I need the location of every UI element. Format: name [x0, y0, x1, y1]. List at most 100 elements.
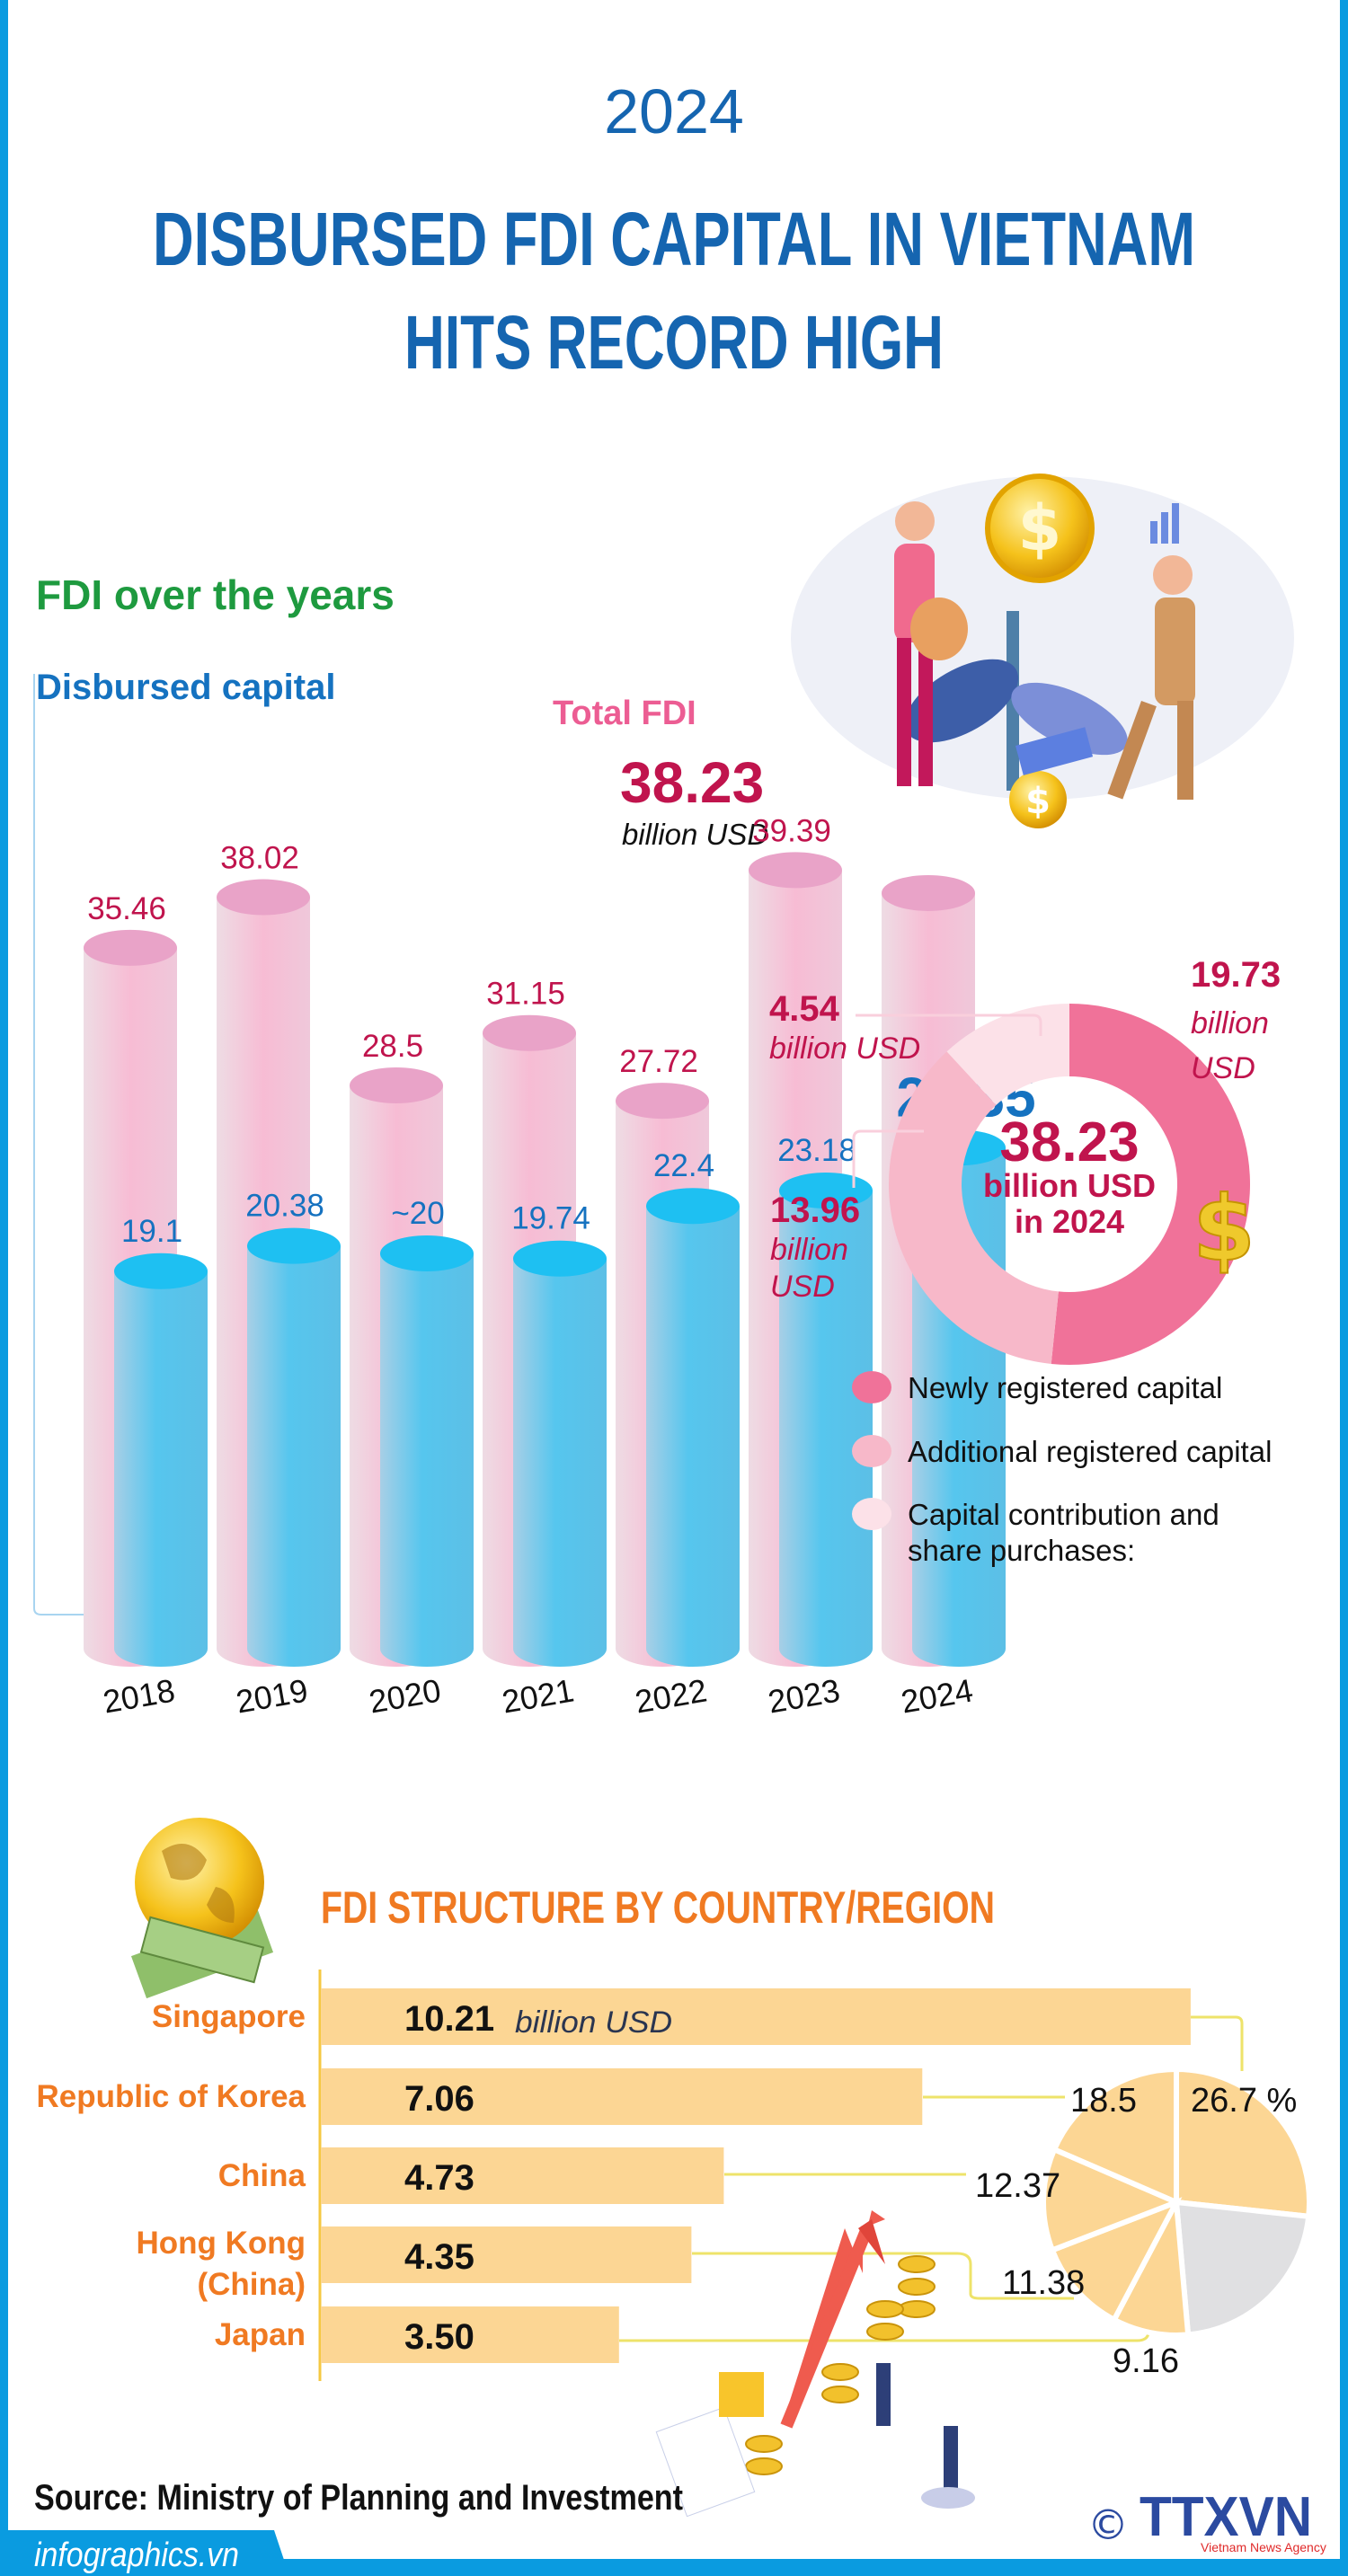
country-bar-4	[321, 2306, 619, 2363]
disbursed-cylinder-top-2023	[779, 1173, 873, 1209]
connector-hongkong	[692, 2252, 1074, 2300]
year-label-2018: 2018	[101, 1671, 178, 1720]
connector-contribution	[856, 1014, 1042, 1036]
total-fdi-label-2021: 31.15	[486, 977, 565, 1012]
total-fdi-cylinder-top-2023	[749, 852, 842, 889]
site-link[interactable]: infographics.vn	[34, 2536, 239, 2574]
pie-slice-5	[1051, 2066, 1179, 2207]
donut-slice-0	[1051, 1004, 1251, 1366]
country-label-2-0: China	[218, 2158, 306, 2193]
label-contribution-value: 4.54	[769, 989, 840, 1029]
svg-text:$: $	[1018, 491, 1062, 565]
total-2024-value: 38.23	[620, 750, 764, 815]
donut-legend: Newly registered capital Additional regi…	[852, 1371, 1272, 1567]
disbursed-cylinder-2019	[247, 1245, 341, 1667]
country-bar-2	[321, 2147, 724, 2204]
disbursed-cylinder-top-2019	[247, 1227, 341, 1264]
header-year: 2024	[604, 76, 744, 146]
disbursed-bracket-line	[33, 674, 94, 1616]
country-bar-value-1: 7.06	[404, 2079, 474, 2119]
legend-label-newly: Newly registered capital	[908, 1371, 1222, 1404]
pie-label-2: 9.16	[1113, 2342, 1179, 2380]
disbursed-cylinder-2021	[513, 1258, 607, 1667]
country-pie-chart: 26.7 % 9.16 11.38 12.37 18.5	[975, 2066, 1312, 2380]
legend-label-additional: Additional registered capital	[908, 1435, 1272, 1468]
country-bar-chart: 10.21 Singapore 7.06 Republic of Korea 4.73 C…	[37, 1988, 1244, 2363]
total-fdi-label-2018: 35.46	[87, 891, 166, 926]
headline-line-1: DISBURSED FDI CAPITAL IN VIETNAM	[153, 197, 1195, 281]
year-label-2021: 2021	[500, 1671, 577, 1720]
legend-swatch-additional	[852, 1435, 891, 1467]
country-bar-value-4: 3.50	[404, 2317, 474, 2357]
legend-swatch-newly	[852, 1371, 891, 1403]
year-label-2024: 2024	[899, 1671, 976, 1720]
total-fdi-cylinder-top-2024	[882, 874, 975, 911]
legend-swatch-contribution	[852, 1498, 891, 1530]
year-label-2022: 2022	[633, 1671, 710, 1720]
connector-singapore	[1191, 2015, 1244, 2071]
connector-additional	[852, 1129, 924, 1188]
total-2024-unit: billion USD	[622, 818, 768, 851]
total-fdi-cylinder-top-2021	[483, 1014, 576, 1051]
label-newly-unit1: billion	[1191, 1006, 1269, 1040]
globe-money-icon	[130, 1818, 274, 1999]
dollar-coin-icon	[985, 474, 1095, 583]
disbursed-cylinder-2022	[646, 1206, 740, 1667]
total-fdi-cylinder-top-2019	[217, 879, 310, 916]
donut-slice-2	[946, 1004, 1069, 1105]
country-bar-value-0: 10.21	[404, 1999, 494, 2039]
legend-label-contribution-1: Capital contribution and	[908, 1498, 1219, 1531]
site-tab	[0, 2530, 289, 2576]
disbursed-cylinder-2023	[779, 1191, 873, 1667]
left-border	[0, 0, 8, 2576]
country-label-3-0: Hong Kong	[136, 2226, 306, 2261]
country-bar-value-2: 4.73	[404, 2158, 474, 2198]
pie-label-0: 26.7 %	[1191, 2082, 1297, 2120]
year-label-2019: 2019	[234, 1671, 311, 1720]
label-additional-unit2: USD	[770, 1270, 835, 1304]
right-border	[1340, 0, 1348, 2576]
disbursed-label-2022: 22.4	[653, 1148, 714, 1183]
country-section-title: FDI STRUCTURE BY COUNTRY/REGION	[321, 1882, 995, 1933]
country-bar-0	[321, 1988, 1191, 2045]
disbursed-cylinder-top-2020	[380, 1235, 474, 1271]
country-bar-3	[321, 2226, 692, 2283]
ttxvn-logo-subtext: Vietnam News Agency	[1201, 2540, 1326, 2554]
label-contribution-unit: billion USD	[769, 1031, 920, 1066]
label-newly-value: 19.73	[1191, 955, 1281, 995]
year-label-2023: 2023	[766, 1671, 843, 1720]
total-fdi-cylinder-top-2020	[350, 1067, 443, 1103]
headline-line-2: HITS RECORD HIGH	[404, 300, 944, 385]
disbursed-cylinder-top-2022	[646, 1188, 740, 1225]
donut-center-year: in 2024	[1015, 1203, 1124, 1240]
country-bar-1	[321, 2068, 923, 2125]
total-fdi-cylinder-top-2022	[616, 1083, 709, 1120]
source-text: Source: Ministry of Planning and Investm…	[34, 2478, 683, 2518]
gold-dollar-icon: $	[1193, 1176, 1255, 1281]
pie-label-5: 18.5	[1070, 2082, 1137, 2120]
pie-label-4: 12.37	[975, 2167, 1060, 2205]
total-fdi-label-2020: 28.5	[362, 1029, 423, 1064]
disbursed-label-2019: 20.38	[245, 1189, 324, 1224]
pie-label-3: 11.38	[1002, 2264, 1085, 2302]
donut-center-unit: billion USD	[983, 1167, 1156, 1204]
label-additional-value: 13.96	[770, 1191, 860, 1230]
disbursed-cylinder-top-2021	[513, 1240, 607, 1277]
bar-unit-label: billion USD	[515, 2005, 672, 2040]
year-label-2020: 2020	[367, 1671, 444, 1720]
country-label-3-1: (China)	[197, 2267, 306, 2302]
total-fdi-label: Total FDI	[553, 695, 696, 732]
footer-bar	[0, 2559, 1348, 2576]
country-label-0-0: Singapore	[152, 1999, 306, 2034]
disbursed-label-2021: 19.74	[511, 1201, 590, 1236]
investment-illustration: $ $	[791, 474, 1294, 828]
label-additional-unit1: billion	[770, 1233, 848, 1267]
disbursed-cylinder-2020	[380, 1253, 474, 1667]
pie-slice-1	[1173, 2199, 1312, 2338]
total-fdi-label-2023: 39.39	[752, 813, 831, 848]
country-label-1-0: Republic of Korea	[37, 2079, 306, 2114]
label-newly-unit2: USD	[1191, 1051, 1255, 1085]
disbursed-label-2018: 19.1	[121, 1214, 182, 1249]
total-fdi-cylinder-top-2018	[84, 929, 177, 966]
